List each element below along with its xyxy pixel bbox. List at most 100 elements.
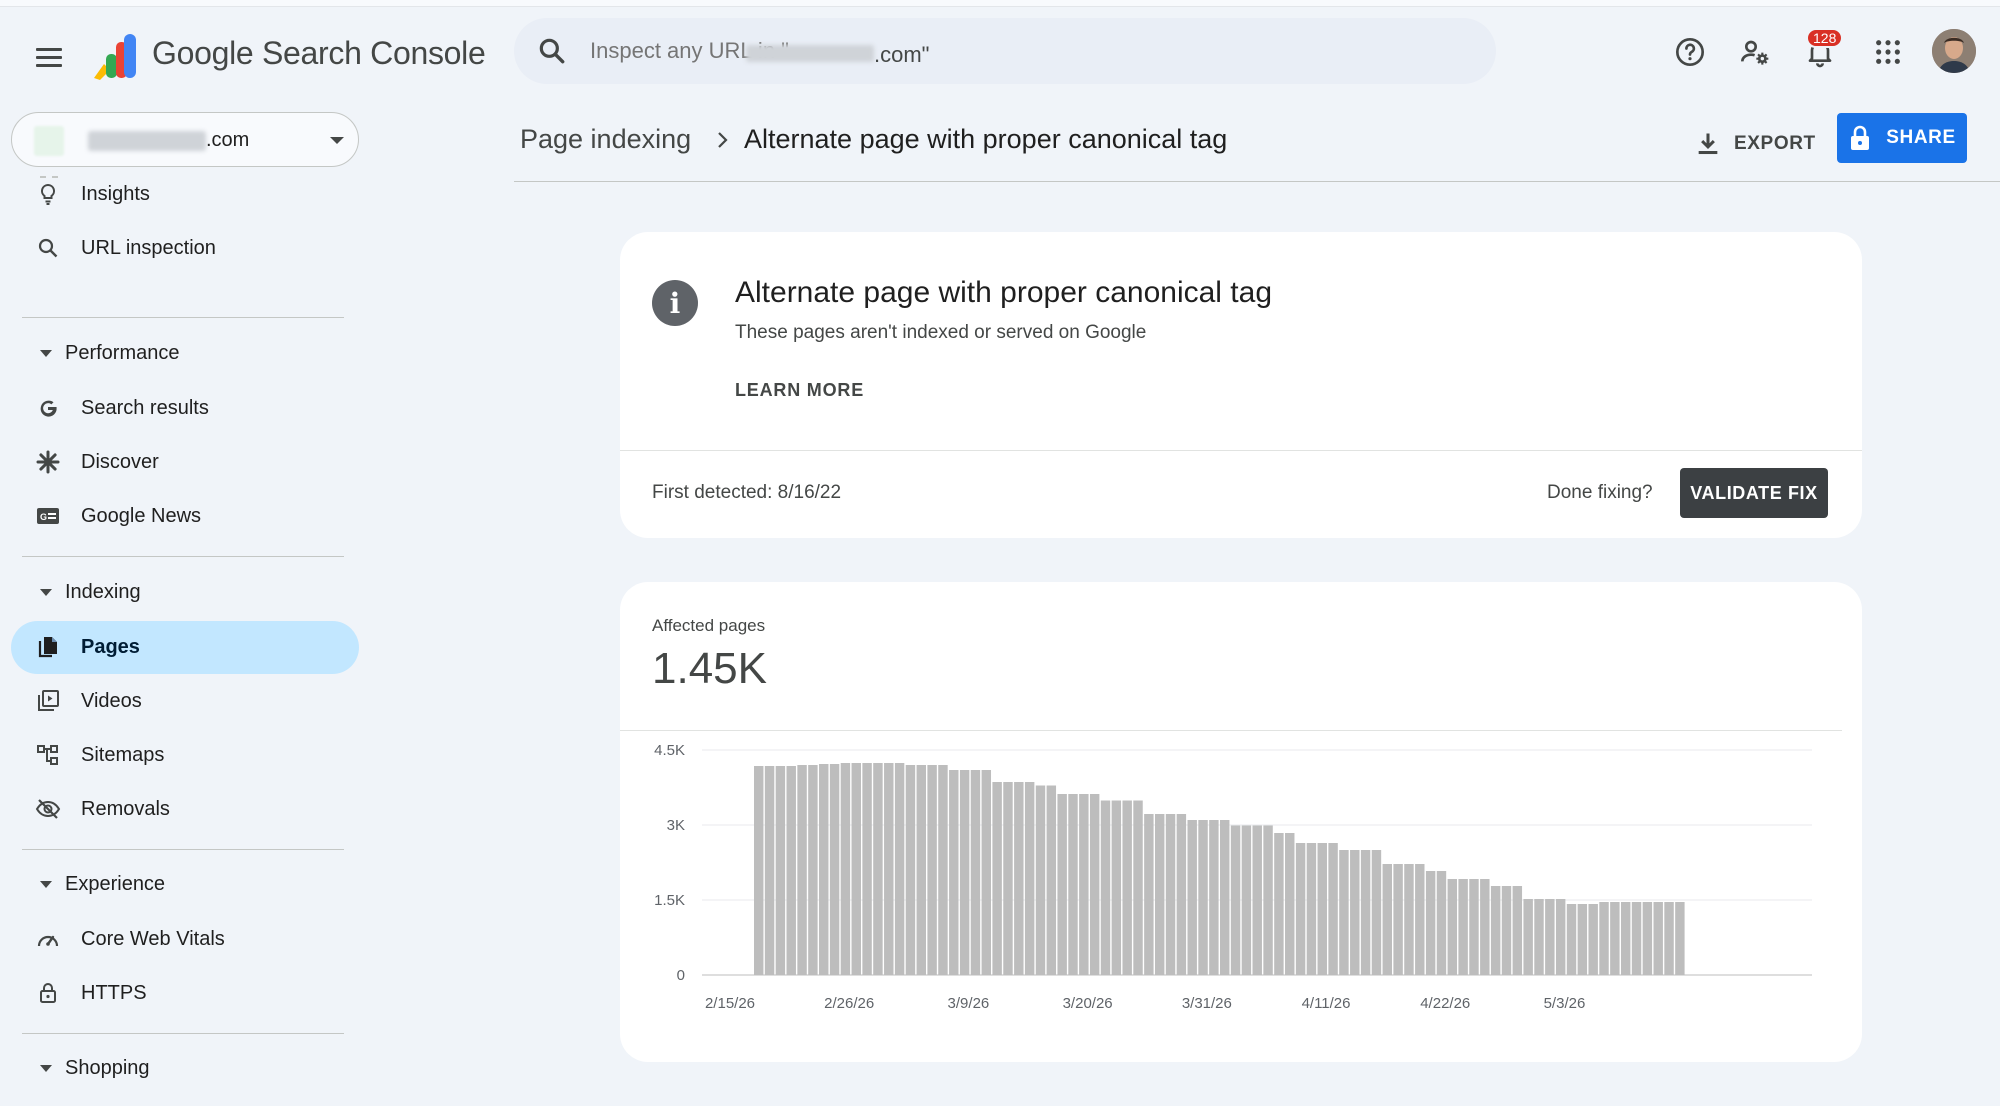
bar[interactable] [1350,850,1360,975]
bar[interactable] [1436,871,1447,975]
bar[interactable] [819,764,829,975]
sidebar-item-google-news[interactable]: G Google News [11,490,359,543]
property-selector[interactable]: .com [11,112,359,167]
bar[interactable] [959,770,970,975]
bar[interactable] [1534,899,1544,975]
bar[interactable] [1046,785,1057,976]
sidebar-item-discover[interactable]: Discover [11,436,359,489]
bar[interactable] [764,766,775,975]
bar[interactable] [775,766,786,975]
bar[interactable] [1144,814,1154,975]
share-button[interactable]: SHARE [1837,113,1967,163]
bar[interactable] [1588,904,1598,975]
bar[interactable] [786,766,796,975]
bar[interactable] [938,765,948,975]
sidebar-item-videos[interactable]: Videos [11,675,359,728]
sidebar-item-sitemaps[interactable]: Sitemaps [11,729,359,782]
bar[interactable] [1447,879,1458,975]
bar[interactable] [1317,843,1327,975]
bar[interactable] [970,770,981,975]
sidebar-item-removals[interactable]: Removals [11,783,359,836]
bar[interactable] [1404,864,1414,975]
bar[interactable] [1620,902,1631,975]
bar[interactable] [1664,902,1674,975]
bar[interactable] [1469,879,1479,975]
bar[interactable] [1252,825,1262,976]
bar[interactable] [1371,850,1382,975]
bar[interactable] [1165,814,1176,975]
bar[interactable] [840,763,851,975]
bar[interactable] [1024,782,1035,975]
bar[interactable] [981,770,992,975]
bar[interactable] [992,782,1002,975]
bar[interactable] [797,765,807,975]
search-input[interactable] [590,32,1450,70]
bar[interactable] [1285,833,1295,975]
section-performance[interactable]: Performance [22,334,352,374]
bar[interactable] [1415,864,1425,975]
bar[interactable] [1577,904,1588,975]
bar[interactable] [1393,864,1403,975]
bar[interactable] [1642,902,1653,975]
bar[interactable] [1230,825,1241,976]
bar[interactable] [1187,820,1197,975]
breadcrumb-parent-link[interactable]: Page indexing [520,124,692,154]
sidebar-item-core-web-vitals[interactable]: Core Web Vitals [11,913,359,966]
bar[interactable] [905,765,916,975]
bar[interactable] [1274,833,1284,975]
bar[interactable] [1014,782,1024,975]
sidebar-item-search-results[interactable]: Search results [11,382,359,435]
learn-more-link[interactable]: LEARN MORE [735,380,864,400]
sidebar-item-url-inspection[interactable]: URL inspection [11,222,359,275]
bar[interactable] [1490,886,1501,975]
bar[interactable] [1133,800,1143,976]
bar[interactable] [949,770,959,975]
bar[interactable] [1566,904,1577,975]
url-inspection-search[interactable]: .com" [514,18,1496,84]
bar[interactable] [1122,800,1132,976]
bar[interactable] [927,765,937,975]
bar[interactable] [1653,902,1663,975]
bar[interactable] [1382,864,1392,975]
settings-account-icon[interactable] [1735,32,1775,72]
bar[interactable] [808,765,818,975]
bar[interactable] [884,763,894,975]
bar[interactable] [1068,794,1078,975]
bar[interactable] [1339,850,1349,975]
bar[interactable] [1458,879,1468,975]
bar[interactable] [873,763,883,975]
section-experience[interactable]: Experience [22,865,352,905]
validate-fix-button[interactable]: VALIDATE FIX [1680,468,1828,518]
main-menu-icon[interactable] [30,38,68,76]
bar[interactable] [1295,843,1306,975]
account-avatar[interactable] [1932,29,1976,73]
sidebar-item-insights[interactable]: Insights [11,168,359,221]
bar[interactable] [1555,899,1566,975]
export-button[interactable]: EXPORT [1694,122,1816,166]
bar[interactable] [1100,800,1111,976]
bar[interactable] [1079,794,1089,975]
bar[interactable] [862,763,872,975]
bar[interactable] [1599,902,1609,975]
bar[interactable] [1360,850,1371,975]
bar[interactable] [1545,899,1555,975]
apps-grid-icon[interactable] [1868,32,1908,72]
bar[interactable] [1003,782,1013,975]
bar[interactable] [1501,886,1512,975]
bar[interactable] [1198,820,1208,975]
bar[interactable] [1263,825,1273,976]
bar[interactable] [894,763,905,975]
bar[interactable] [1328,843,1338,975]
bar[interactable] [1306,843,1317,975]
bar[interactable] [1610,902,1620,975]
bar[interactable] [1176,814,1187,975]
section-indexing[interactable]: Indexing [22,573,352,613]
bar[interactable] [754,766,764,975]
bar[interactable] [916,765,926,975]
help-icon[interactable] [1670,32,1710,72]
bar[interactable] [1209,820,1219,975]
bar[interactable] [1220,820,1230,975]
bar[interactable] [1154,814,1165,975]
bar[interactable] [1035,785,1046,976]
sidebar-item-https[interactable]: HTTPS [11,967,359,1020]
